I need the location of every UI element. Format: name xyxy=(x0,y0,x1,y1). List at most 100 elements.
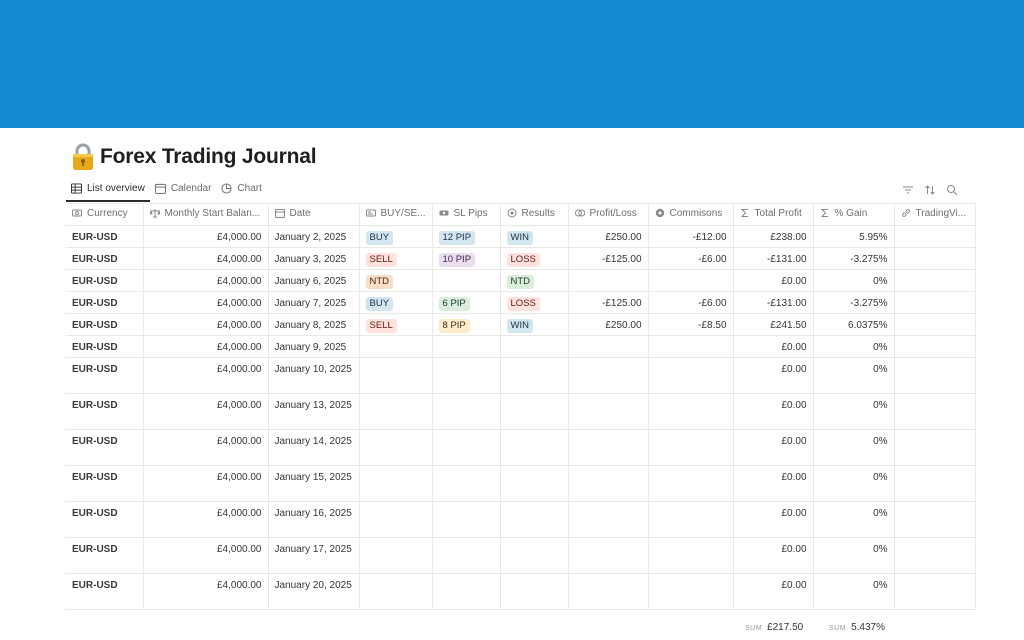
column-header-currency[interactable]: Currency xyxy=(66,203,144,226)
cell-result[interactable]: WIN xyxy=(500,313,569,336)
cell-total[interactable]: £241.50 xyxy=(733,313,814,336)
cell-currency[interactable]: EUR-USD xyxy=(66,269,144,292)
cell-side[interactable] xyxy=(359,465,433,502)
cell-balance[interactable]: £4,000.00 xyxy=(143,429,269,466)
cell-pl[interactable]: £250.00 xyxy=(568,225,649,248)
cell-total[interactable]: -£131.00 xyxy=(733,247,814,270)
cell-total[interactable]: £0.00 xyxy=(733,465,814,502)
cell-link[interactable] xyxy=(894,429,976,466)
cell-gain[interactable]: 5.95% xyxy=(813,225,895,248)
column-header-buy-se[interactable]: BUY/SE... xyxy=(359,203,433,226)
table-row[interactable]: EUR-USD £4,000.00 January 16, 2025 £0.00 0% xyxy=(66,501,976,538)
column-header-tradingvi[interactable]: TradingVi... xyxy=(894,203,976,226)
cell-balance[interactable]: £4,000.00 xyxy=(143,269,269,292)
cell-pips[interactable] xyxy=(432,335,501,358)
cell-comm[interactable] xyxy=(648,335,734,358)
cell-currency[interactable]: EUR-USD xyxy=(66,291,144,314)
cell-balance[interactable]: £4,000.00 xyxy=(143,501,269,538)
cell-balance[interactable]: £4,000.00 xyxy=(143,393,269,430)
table-row[interactable]: EUR-USD £4,000.00 January 2, 2025 BUY 12 PIP… xyxy=(66,225,976,248)
cell-currency[interactable]: EUR-USD xyxy=(66,357,144,394)
cell-pl[interactable]: -£125.00 xyxy=(568,247,649,270)
column-header-results[interactable]: Results xyxy=(500,203,569,226)
cell-side[interactable] xyxy=(359,537,433,574)
cell-total[interactable]: £0.00 xyxy=(733,573,814,610)
tab-chart[interactable]: Chart xyxy=(216,180,266,200)
column-header-gain[interactable]: % Gain xyxy=(813,203,895,226)
cell-link[interactable] xyxy=(894,573,976,610)
cell-comm[interactable] xyxy=(648,537,734,574)
cell-balance[interactable]: £4,000.00 xyxy=(143,247,269,270)
cell-comm[interactable]: -£6.00 xyxy=(648,291,734,314)
cell-comm[interactable]: -£12.00 xyxy=(648,225,734,248)
column-header-total-profit[interactable]: Total Profit xyxy=(733,203,814,226)
cell-comm[interactable] xyxy=(648,501,734,538)
cell-gain[interactable]: 0% xyxy=(813,573,895,610)
cell-currency[interactable]: EUR-USD xyxy=(66,393,144,430)
cell-date[interactable]: January 16, 2025 xyxy=(268,501,360,538)
cell-pips[interactable] xyxy=(432,269,501,292)
cell-link[interactable] xyxy=(894,465,976,502)
cell-pl[interactable] xyxy=(568,537,649,574)
cell-total[interactable]: £0.00 xyxy=(733,429,814,466)
cell-pips[interactable]: 8 PIP xyxy=(432,313,501,336)
cell-result[interactable] xyxy=(500,429,569,466)
cell-currency[interactable]: EUR-USD xyxy=(66,537,144,574)
cell-result[interactable] xyxy=(500,501,569,538)
cell-result[interactable]: LOSS xyxy=(500,247,569,270)
cell-pips[interactable] xyxy=(432,357,501,394)
cell-link[interactable] xyxy=(894,269,976,292)
cell-result[interactable] xyxy=(500,465,569,502)
cell-currency[interactable]: EUR-USD xyxy=(66,573,144,610)
cell-result[interactable]: NTD xyxy=(500,269,569,292)
cell-result[interactable] xyxy=(500,357,569,394)
cell-pips[interactable]: 12 PIP xyxy=(432,225,501,248)
column-header-sl-pips[interactable]: SL Pips xyxy=(432,203,501,226)
cell-pips[interactable]: 10 PIP xyxy=(432,247,501,270)
cell-date[interactable]: January 2, 2025 xyxy=(268,225,360,248)
cell-gain[interactable]: 0% xyxy=(813,335,895,358)
cell-side[interactable]: NTD xyxy=(359,269,433,292)
cell-gain[interactable]: -3.275% xyxy=(813,247,895,270)
cell-total[interactable]: £0.00 xyxy=(733,335,814,358)
tab-list-overview[interactable]: List overview xyxy=(66,180,150,202)
cell-side[interactable]: SELL xyxy=(359,313,433,336)
cell-pl[interactable] xyxy=(568,573,649,610)
cell-result[interactable]: LOSS xyxy=(500,291,569,314)
cell-pl[interactable] xyxy=(568,429,649,466)
cell-currency[interactable]: EUR-USD xyxy=(66,465,144,502)
cell-currency[interactable]: EUR-USD xyxy=(66,313,144,336)
cell-pips[interactable] xyxy=(432,501,501,538)
cell-pl[interactable] xyxy=(568,393,649,430)
cell-balance[interactable]: £4,000.00 xyxy=(143,465,269,502)
cell-total[interactable]: £0.00 xyxy=(733,393,814,430)
cell-side[interactable]: BUY xyxy=(359,291,433,314)
cell-side[interactable] xyxy=(359,429,433,466)
cell-date[interactable]: January 6, 2025 xyxy=(268,269,360,292)
cell-date[interactable]: January 17, 2025 xyxy=(268,537,360,574)
table-row[interactable]: EUR-USD £4,000.00 January 10, 2025 £0.00 0% xyxy=(66,357,976,394)
cell-link[interactable] xyxy=(894,501,976,538)
cell-gain[interactable]: 0% xyxy=(813,357,895,394)
table-row[interactable]: EUR-USD £4,000.00 January 7, 2025 BUY 6 PIP L… xyxy=(66,291,976,314)
cell-currency[interactable]: EUR-USD xyxy=(66,429,144,466)
cell-side[interactable] xyxy=(359,393,433,430)
tab-calendar[interactable]: Calendar xyxy=(150,180,217,200)
cell-side[interactable] xyxy=(359,335,433,358)
cell-result[interactable] xyxy=(500,393,569,430)
cell-currency[interactable]: EUR-USD xyxy=(66,225,144,248)
cell-side[interactable] xyxy=(359,357,433,394)
cell-date[interactable]: January 20, 2025 xyxy=(268,573,360,610)
table-row[interactable]: EUR-USD £4,000.00 January 14, 2025 £0.00 0% xyxy=(66,429,976,466)
table-row[interactable]: EUR-USD £4,000.00 January 3, 2025 SELL 10 PI… xyxy=(66,247,976,270)
cell-link[interactable] xyxy=(894,393,976,430)
cell-link[interactable] xyxy=(894,291,976,314)
cell-link[interactable] xyxy=(894,537,976,574)
column-header-profit-loss[interactable]: Profit/Loss xyxy=(568,203,649,226)
cell-balance[interactable]: £4,000.00 xyxy=(143,291,269,314)
cell-currency[interactable]: EUR-USD xyxy=(66,335,144,358)
cell-comm[interactable]: -£8.50 xyxy=(648,313,734,336)
cell-balance[interactable]: £4,000.00 xyxy=(143,537,269,574)
cell-result[interactable] xyxy=(500,537,569,574)
table-row[interactable]: EUR-USD £4,000.00 January 15, 2025 £0.00 0% xyxy=(66,465,976,502)
